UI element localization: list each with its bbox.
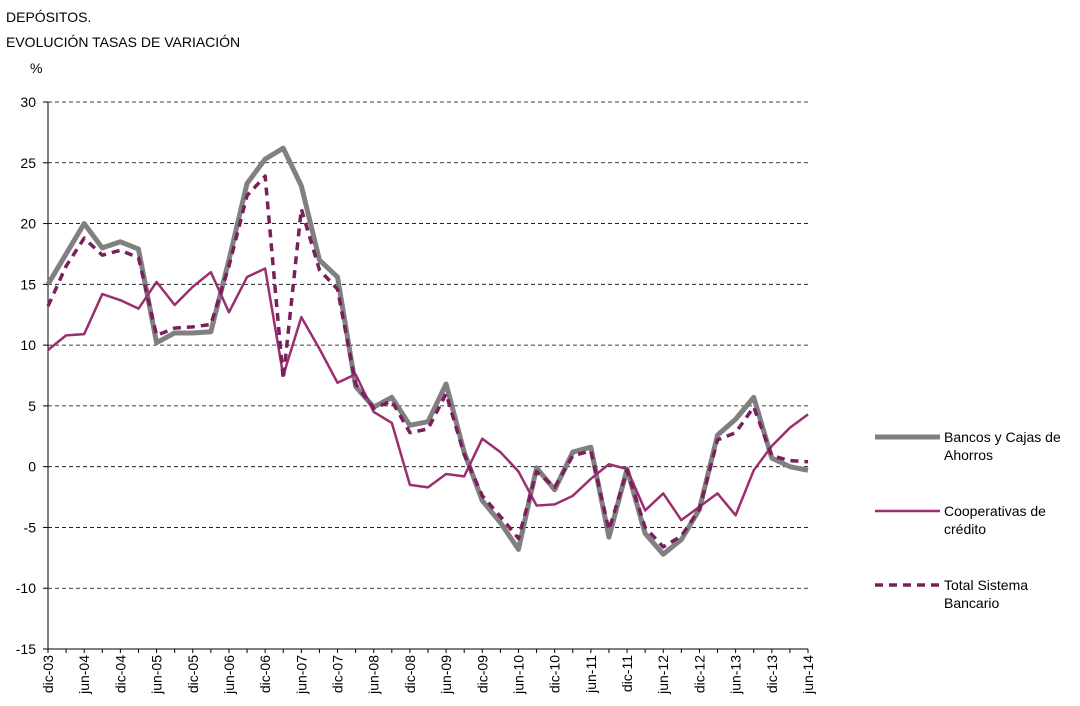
- x-tick-label: jun-07: [293, 655, 309, 695]
- x-tick-label: jun-14: [800, 655, 816, 695]
- chart-title: EVOLUCIÓN TASAS DE VARIACIÓN: [6, 34, 240, 50]
- y-tick-label: -15: [16, 641, 36, 657]
- x-tick-label: dic-03: [40, 655, 56, 693]
- x-tick-label: jun-11: [583, 655, 599, 694]
- x-tick-label: dic-11: [619, 655, 635, 692]
- y-axis-label: %: [30, 60, 42, 76]
- x-tick-label: jun-04: [76, 655, 92, 695]
- x-tick-label: jun-09: [438, 655, 454, 695]
- y-tick-label: 20: [20, 216, 36, 232]
- series-line: [47, 267, 809, 522]
- y-tick-label: -10: [16, 580, 36, 596]
- x-tick-label: dic-12: [691, 655, 707, 693]
- x-tick-label: dic-10: [547, 655, 563, 693]
- x-tick-label: dic-05: [185, 655, 201, 693]
- series-line: [45, 145, 809, 557]
- legend-label: Cooperativas de crédito: [944, 503, 1046, 537]
- series-line: [46, 174, 809, 549]
- x-tick-label: dic-08: [402, 655, 418, 693]
- x-tick-label: dic-09: [474, 655, 490, 693]
- y-tick-label: 5: [28, 398, 36, 414]
- x-tick-label: dic-07: [330, 655, 346, 693]
- x-tick-label: jun-13: [728, 655, 744, 695]
- y-tick-label: 0: [28, 459, 36, 475]
- legend-label: Bancos y Cajas de Ahorros: [944, 429, 1061, 463]
- x-tick-label: dic-13: [764, 655, 780, 693]
- legend-label: Total Sistema Bancario: [944, 577, 1029, 611]
- x-tick-label: jun-08: [366, 655, 382, 695]
- x-tick-label: dic-06: [257, 655, 273, 693]
- y-tick-label: -5: [24, 519, 37, 535]
- y-tick-label: 30: [20, 94, 36, 110]
- x-tick-label: jun-06: [221, 655, 237, 695]
- chart-title: DEPÓSITOS.: [6, 9, 91, 25]
- y-tick-label: 15: [20, 276, 36, 292]
- y-tick-label: 25: [20, 155, 36, 171]
- x-tick-label: jun-05: [149, 655, 165, 695]
- x-tick-label: jun-12: [655, 655, 671, 695]
- x-tick-label: dic-04: [112, 655, 128, 693]
- y-tick-label: 10: [20, 337, 36, 353]
- x-tick-label: jun-10: [510, 655, 526, 695]
